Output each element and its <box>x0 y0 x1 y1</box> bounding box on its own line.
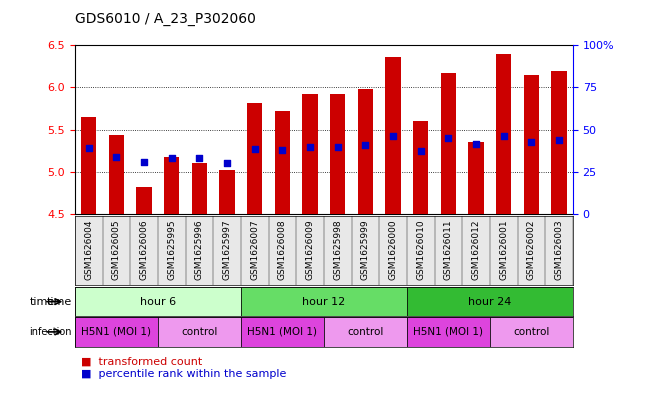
Text: control: control <box>347 327 383 337</box>
Point <box>194 155 204 162</box>
Bar <box>330 94 345 214</box>
Bar <box>241 317 324 347</box>
Text: GSM1625997: GSM1625997 <box>223 220 232 280</box>
Text: GSM1626005: GSM1626005 <box>112 220 121 280</box>
Text: ■  transformed count: ■ transformed count <box>81 356 202 366</box>
Bar <box>164 157 179 214</box>
Text: GSM1626011: GSM1626011 <box>444 220 453 280</box>
Text: ■  percentile rank within the sample: ■ percentile rank within the sample <box>81 369 286 379</box>
Point <box>499 133 509 140</box>
Text: H5N1 (MOI 1): H5N1 (MOI 1) <box>81 327 152 337</box>
Text: GSM1626000: GSM1626000 <box>389 220 398 280</box>
Text: GSM1625995: GSM1625995 <box>167 220 176 280</box>
Bar <box>358 89 373 214</box>
Text: GSM1626004: GSM1626004 <box>84 220 93 280</box>
Text: H5N1 (MOI 1): H5N1 (MOI 1) <box>247 327 318 337</box>
Bar <box>407 317 490 347</box>
Bar <box>219 170 234 214</box>
Text: GSM1626010: GSM1626010 <box>416 220 425 280</box>
Text: hour 6: hour 6 <box>140 297 176 307</box>
Bar <box>81 117 96 214</box>
Point <box>277 147 288 153</box>
Text: GSM1625999: GSM1625999 <box>361 220 370 280</box>
Point <box>83 145 94 151</box>
Bar <box>75 287 241 316</box>
Point <box>139 159 149 165</box>
Bar <box>192 163 207 214</box>
Text: time: time <box>46 297 72 307</box>
Text: GSM1626009: GSM1626009 <box>305 220 314 280</box>
Point <box>415 148 426 154</box>
Text: control: control <box>181 327 217 337</box>
Point <box>443 135 454 141</box>
Text: GSM1626008: GSM1626008 <box>278 220 287 280</box>
Text: GSM1626012: GSM1626012 <box>471 220 480 280</box>
Point <box>388 133 398 140</box>
Point <box>360 142 370 148</box>
Bar <box>407 287 573 316</box>
Text: infection: infection <box>29 327 72 337</box>
Bar <box>490 317 573 347</box>
Bar <box>324 317 407 347</box>
Bar <box>496 53 511 214</box>
Text: H5N1 (MOI 1): H5N1 (MOI 1) <box>413 327 484 337</box>
Point <box>526 139 536 145</box>
Point <box>471 141 481 147</box>
Text: GSM1626003: GSM1626003 <box>555 220 564 280</box>
Text: hour 24: hour 24 <box>468 297 512 307</box>
Bar <box>469 142 484 214</box>
Bar <box>137 187 152 214</box>
Bar <box>109 135 124 214</box>
Text: GSM1626002: GSM1626002 <box>527 220 536 280</box>
Point <box>305 143 315 150</box>
Text: GDS6010 / A_23_P302060: GDS6010 / A_23_P302060 <box>75 11 256 26</box>
Bar <box>524 75 539 214</box>
Text: GSM1626001: GSM1626001 <box>499 220 508 280</box>
Bar <box>75 317 158 347</box>
Text: GSM1625996: GSM1625996 <box>195 220 204 280</box>
Bar <box>247 103 262 214</box>
Bar <box>441 73 456 214</box>
Text: time: time <box>29 297 55 307</box>
Point <box>333 143 343 150</box>
Text: GSM1625998: GSM1625998 <box>333 220 342 280</box>
Bar <box>241 287 407 316</box>
Bar <box>158 317 241 347</box>
Text: control: control <box>513 327 549 337</box>
Point <box>222 160 232 166</box>
Bar <box>275 111 290 214</box>
Bar <box>413 121 428 214</box>
Point <box>111 154 122 160</box>
Bar <box>551 70 566 214</box>
Point <box>554 137 564 143</box>
Text: GSM1626006: GSM1626006 <box>139 220 148 280</box>
Text: GSM1626007: GSM1626007 <box>250 220 259 280</box>
Point <box>167 154 177 161</box>
Point <box>249 146 260 152</box>
Bar <box>385 57 400 214</box>
Text: hour 12: hour 12 <box>302 297 346 307</box>
Bar <box>303 94 318 214</box>
